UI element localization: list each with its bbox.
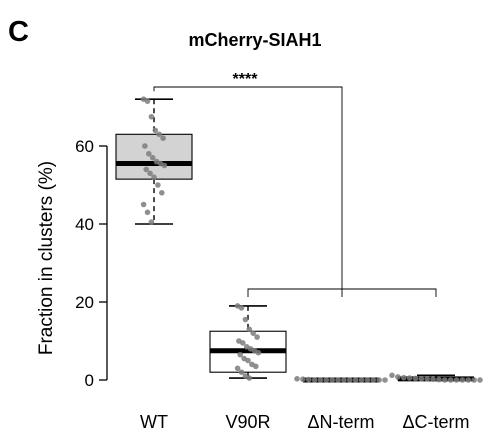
y-tick-label: 0 <box>85 371 94 390</box>
data-point <box>240 340 246 346</box>
box-1 <box>209 303 287 381</box>
data-point <box>152 127 159 134</box>
data-point <box>389 372 395 379</box>
data-point <box>305 376 312 383</box>
x-tick-labels: WT V90R ΔN-term ΔC-term <box>140 412 470 432</box>
data-point <box>382 377 388 383</box>
data-point <box>364 377 371 383</box>
data-point <box>347 377 353 383</box>
significance-brackets: **** <box>153 71 437 297</box>
data-point <box>254 334 260 340</box>
wt-bracket <box>153 86 343 289</box>
data-point <box>459 377 466 383</box>
data-point <box>144 209 151 216</box>
data-point <box>238 305 245 311</box>
data-point <box>155 182 161 188</box>
data-point <box>255 349 262 356</box>
data-point <box>246 375 253 381</box>
y-axis: 0 20 40 60 <box>75 137 108 390</box>
data-point <box>323 377 330 383</box>
data-point <box>424 376 431 382</box>
data-point <box>234 365 241 372</box>
data-point <box>442 377 448 383</box>
data-point <box>471 377 477 383</box>
data-point <box>376 377 382 383</box>
data-point <box>242 316 249 323</box>
data-point <box>400 374 407 381</box>
data-point <box>317 377 324 383</box>
data-point <box>238 369 245 376</box>
data-point <box>418 376 425 382</box>
box-3 <box>389 372 483 383</box>
data-point <box>406 375 413 381</box>
data-point <box>341 377 347 383</box>
data-point <box>161 162 168 169</box>
data-point <box>148 113 155 120</box>
data-point <box>149 154 156 161</box>
data-point <box>253 363 259 370</box>
y-tick-label: 20 <box>75 293 94 312</box>
data-point <box>477 377 483 383</box>
box-2 <box>294 376 388 383</box>
chart-title: mCherry-SIAH1 <box>188 30 321 50</box>
box-0 <box>115 96 193 225</box>
data-point <box>147 170 153 177</box>
data-point <box>300 376 306 383</box>
data-point <box>412 375 419 382</box>
data-point <box>160 135 166 141</box>
data-point <box>250 330 256 337</box>
data-point <box>430 376 436 383</box>
data-point <box>329 377 336 383</box>
data-point <box>237 351 243 358</box>
data-point <box>436 376 442 383</box>
data-point <box>146 151 152 157</box>
data-point <box>358 377 365 383</box>
x-tick-label: ΔC-term <box>402 412 469 432</box>
y-axis-label: Fraction in clusters (%) <box>36 161 57 355</box>
data-point <box>143 166 149 173</box>
data-point <box>159 190 165 196</box>
data-point <box>395 374 401 380</box>
data-point <box>370 377 377 383</box>
boxes <box>115 96 483 383</box>
data-point <box>144 98 151 104</box>
x-tick-label: ΔN-term <box>307 412 374 432</box>
data-point <box>151 174 157 180</box>
panel-label: C <box>8 16 29 48</box>
data-point <box>465 377 472 383</box>
data-point <box>335 377 341 383</box>
data-point <box>453 377 460 383</box>
data-point <box>245 357 251 364</box>
data-point <box>148 219 155 225</box>
significance-label: **** <box>233 71 259 88</box>
data-point <box>447 377 454 383</box>
y-tick-label: 40 <box>75 215 94 234</box>
data-point <box>156 131 162 138</box>
data-point <box>140 201 147 208</box>
data-point <box>246 326 253 333</box>
data-point <box>352 377 359 383</box>
y-tick-label: 60 <box>75 137 94 156</box>
data-point <box>294 376 300 382</box>
x-tick-label: V90R <box>225 412 270 432</box>
data-point <box>311 377 318 383</box>
x-tick-label: WT <box>140 412 168 432</box>
data-point <box>142 143 148 149</box>
